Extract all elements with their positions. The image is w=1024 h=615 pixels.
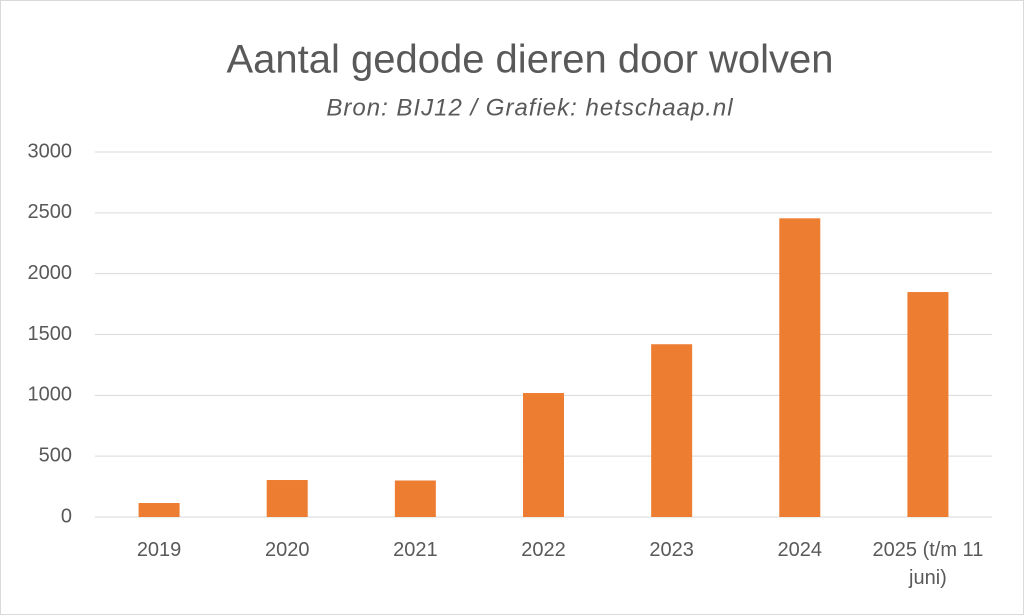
- x-tick-label: 2021: [393, 539, 438, 561]
- chart-subtitle: Bron: BIJ12 / Grafiek: hetschaap.nl: [326, 94, 733, 121]
- y-tick-label: 2000: [28, 262, 73, 284]
- bar: [266, 480, 308, 517]
- bar: [651, 344, 693, 517]
- chart-title: Aantal gedode dieren door wolven: [226, 38, 833, 82]
- y-tick-label: 1000: [28, 384, 73, 406]
- x-tick-label: 2022: [521, 539, 566, 561]
- bar: [522, 393, 565, 517]
- y-tick-label: 2500: [28, 201, 73, 223]
- x-tick-label: 2023: [649, 539, 694, 561]
- bar: [779, 218, 821, 517]
- bar: [907, 292, 949, 517]
- y-tick-label: 0: [61, 505, 72, 527]
- bar: [138, 503, 180, 517]
- y-tick-label: 500: [39, 444, 72, 466]
- y-tick-label: 3000: [28, 140, 73, 162]
- x-tick-label: 2024: [777, 539, 823, 561]
- y-tick-label: 1500: [28, 323, 73, 345]
- x-tick-label: 2025 (t/m 11 juni): [872, 539, 984, 589]
- x-tick-label: 2019: [136, 539, 182, 561]
- bar: [394, 480, 436, 517]
- x-tick-label: 2020: [264, 539, 310, 561]
